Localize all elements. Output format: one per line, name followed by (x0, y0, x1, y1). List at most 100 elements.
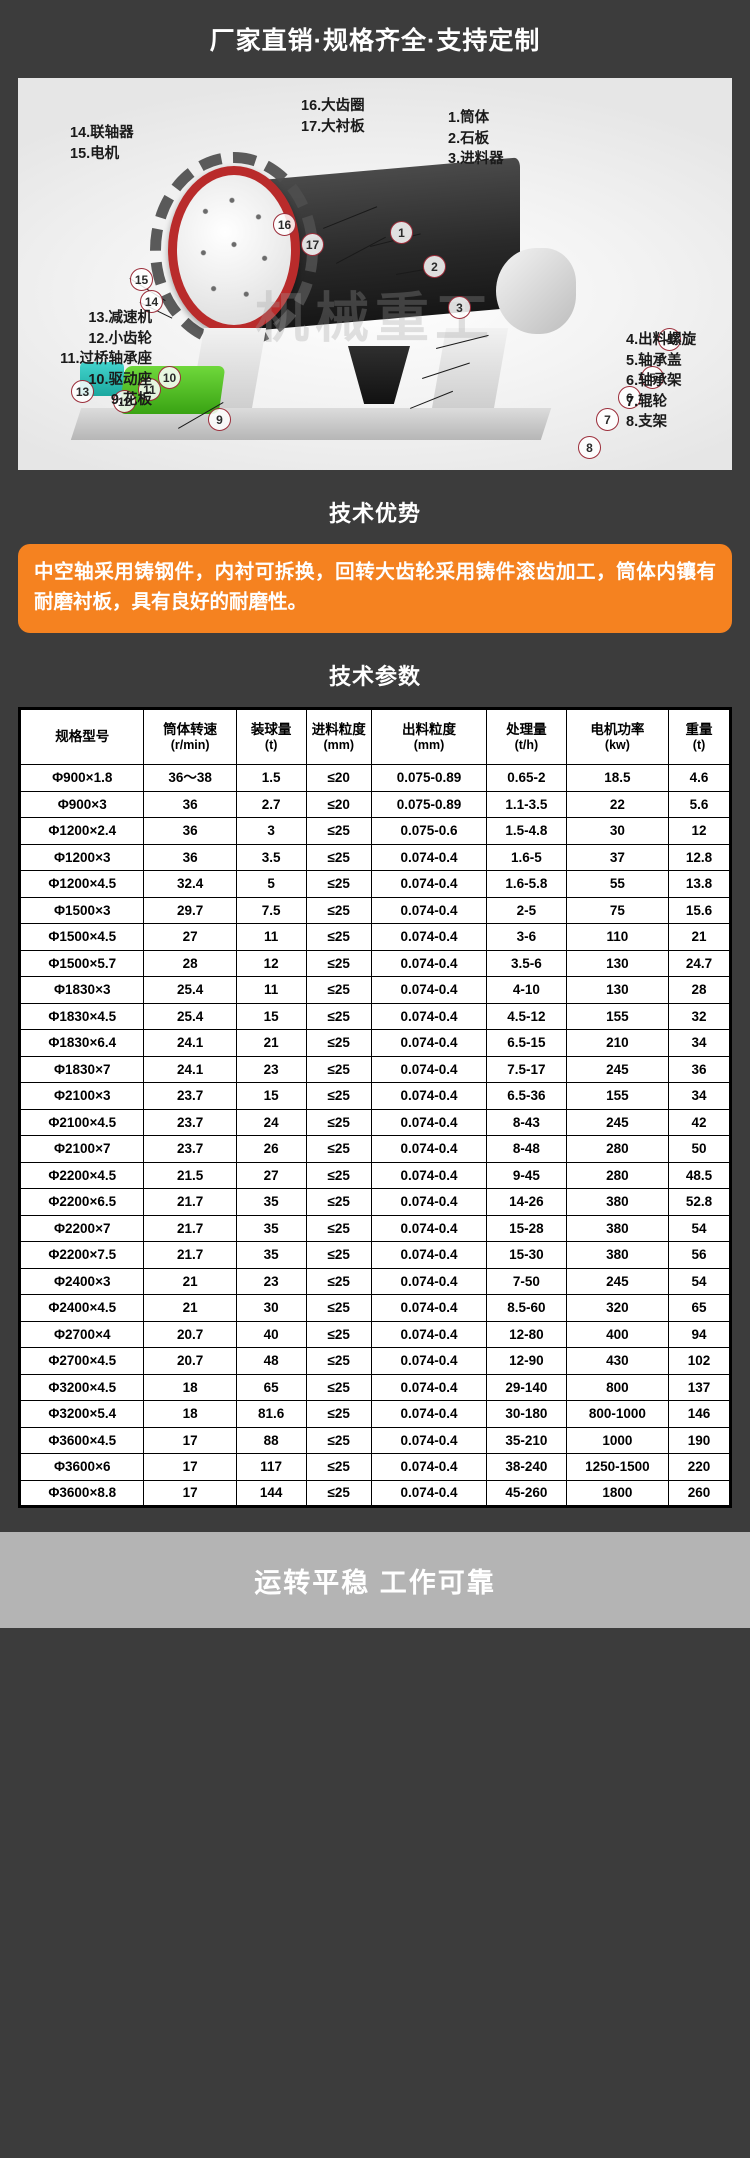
cell-value-3: ≤25 (305, 1188, 372, 1216)
label-10: 10.驱动座 (88, 371, 152, 388)
cell-value-7: 12 (668, 817, 731, 845)
cell-value-1: 17 (143, 1479, 237, 1508)
table-row: Φ3600×4.5 17 88 ≤25 0.074-0.4 35-210 1000 190 (18, 1426, 731, 1455)
cell-value-7: 32 (668, 1002, 731, 1031)
table-column-header-2: 装球量 (t) (235, 708, 307, 766)
cell-value-2: 15 (235, 1002, 307, 1031)
cell-value-4: 0.074-0.4 (370, 923, 488, 951)
cell-value-7: 146 (668, 1400, 731, 1428)
cell-value-3: ≤25 (305, 1400, 372, 1428)
table-row: Φ1200×4.5 32.4 5 ≤25 0.074-0.4 1.6-5.8 55 13.8 (18, 870, 731, 898)
cell-value-2: 48 (235, 1347, 307, 1375)
cell-value-1: 24.1 (143, 1029, 237, 1057)
cell-value-2: 24 (235, 1108, 307, 1137)
cell-value-2: 11 (235, 976, 307, 1004)
table-row: Φ900×1.8 36～38 1.5 ≤20 0.075-0.89 0.65-2 18.5 4… (18, 764, 731, 792)
callout-bubble-9: 9 (208, 408, 231, 431)
table-row: Φ2200×6.5 21.7 35 ≤25 0.074-0.4 14-26 380 52.8 (18, 1188, 731, 1216)
cell-model: Φ2700×4.5 (18, 1347, 145, 1375)
cell-value-3: ≤25 (305, 1108, 372, 1137)
cell-value-4: 0.075-0.89 (370, 790, 488, 819)
cell-value-2: 23 (235, 1267, 307, 1296)
cell-value-4: 0.074-0.4 (370, 1135, 488, 1163)
cell-value-6: 245 (565, 1055, 670, 1084)
cell-value-3: ≤25 (305, 923, 372, 951)
cell-model: Φ2200×6.5 (18, 1188, 145, 1216)
label-11: 11.过桥轴承座 (60, 351, 152, 368)
cell-value-1: 21.7 (143, 1188, 237, 1216)
cell-value-6: 245 (565, 1267, 670, 1296)
cell-value-6: 380 (565, 1241, 670, 1269)
cell-model: Φ3200×4.5 (18, 1373, 145, 1402)
cell-value-6: 380 (565, 1188, 670, 1216)
cell-value-1: 28 (143, 949, 237, 978)
callout-bubble-15: 15 (130, 268, 153, 291)
label-15: 15.电机 (70, 145, 120, 162)
table-column-header-6: 电机功率 (kw) (565, 708, 670, 766)
cell-value-6: 130 (565, 976, 670, 1004)
table-row: Φ2700×4.5 20.7 48 ≤25 0.074-0.4 12-90 430 102 (18, 1347, 731, 1375)
cell-model: Φ2100×3 (18, 1082, 145, 1110)
table-row: Φ3200×4.5 18 65 ≤25 0.074-0.4 29-140 800 137 (18, 1373, 731, 1402)
table-row: Φ1500×4.5 27 11 ≤25 0.074-0.4 3-6 110 21 (18, 923, 731, 951)
cell-model: Φ2400×4.5 (18, 1294, 145, 1322)
cell-value-6: 55 (565, 870, 670, 898)
callout-bubble-3: 3 (448, 296, 471, 319)
cell-value-4: 0.074-0.4 (370, 1347, 488, 1375)
table-row: Φ1200×2.4 36 3 ≤25 0.075-0.6 1.5-4.8 30 12 (18, 817, 731, 845)
cell-value-7: 34 (668, 1082, 731, 1110)
table-column-header-5: 处理量 (t/h) (486, 708, 567, 766)
cell-value-4: 0.074-0.4 (370, 1320, 488, 1349)
cell-value-7: 94 (668, 1320, 731, 1349)
table-row: Φ2200×7 21.7 35 ≤25 0.074-0.4 15-28 380 54 (18, 1214, 731, 1243)
cell-value-5: 4.5-12 (486, 1002, 567, 1031)
cell-value-1: 23.7 (143, 1082, 237, 1110)
cell-value-2: 27 (235, 1161, 307, 1190)
cell-value-3: ≤25 (305, 1479, 372, 1508)
cell-model: Φ1200×3 (18, 843, 145, 872)
table-column-header-0: 规格型号 (18, 708, 145, 766)
cell-value-7: 21 (668, 923, 731, 951)
cell-value-1: 20.7 (143, 1347, 237, 1375)
cell-value-3: ≤20 (305, 764, 372, 792)
cell-value-3: ≤25 (305, 1161, 372, 1190)
cell-value-6: 37 (565, 843, 670, 872)
label-2: 2.石板 (448, 130, 490, 147)
cell-value-3: ≤25 (305, 1294, 372, 1322)
cell-value-3: ≤25 (305, 1029, 372, 1057)
callout-bubble-6: 6 (618, 386, 641, 409)
cell-value-2: 12 (235, 949, 307, 978)
callout-bubble-11: 11 (138, 378, 161, 401)
cell-value-6: 380 (565, 1214, 670, 1243)
cell-value-7: 50 (668, 1135, 731, 1163)
callout-bubble-1: 1 (390, 221, 413, 244)
cell-value-4: 0.074-0.4 (370, 1161, 488, 1190)
callout-bubble-14: 14 (140, 290, 163, 313)
cell-model: Φ2200×7.5 (18, 1241, 145, 1269)
cell-value-3: ≤25 (305, 1426, 372, 1455)
callout-bubble-17: 17 (301, 233, 324, 256)
cell-value-7: 137 (668, 1373, 731, 1402)
cell-value-4: 0.074-0.4 (370, 1426, 488, 1455)
cell-value-3: ≤25 (305, 949, 372, 978)
cell-value-1: 36 (143, 843, 237, 872)
advantage-section-title: 技术优势 (328, 501, 421, 526)
cell-value-2: 40 (235, 1320, 307, 1349)
table-column-header-4: 出料粒度 (mm) (370, 708, 488, 766)
cell-value-1: 25.4 (143, 1002, 237, 1031)
cell-value-6: 110 (565, 923, 670, 951)
cell-model: Φ2200×7 (18, 1214, 145, 1243)
label-14: 14.联轴器 (70, 125, 134, 141)
cell-value-1: 36 (143, 817, 237, 845)
diagram-labels-left-bottom: 13.减速机 12.小齿轮 11.过桥轴承座 10.驱动座 9.花板 (30, 308, 152, 411)
cell-value-6: 1250-1500 (565, 1453, 670, 1481)
table-row: Φ1500×3 29.7 7.5 ≤25 0.074-0.4 2-5 75 15.6 (18, 896, 731, 925)
cell-value-7: 102 (668, 1347, 731, 1375)
cell-value-5: 45-260 (486, 1479, 567, 1508)
cell-value-4: 0.074-0.4 (370, 1267, 488, 1296)
cell-value-5: 9-45 (486, 1161, 567, 1190)
cell-value-3: ≤25 (305, 1082, 372, 1110)
table-row: Φ2400×4.5 21 30 ≤25 0.074-0.4 8.5-60 320 65 (18, 1294, 731, 1322)
discharge-spiral-icon (496, 248, 576, 334)
cell-value-1: 25.4 (143, 976, 237, 1004)
